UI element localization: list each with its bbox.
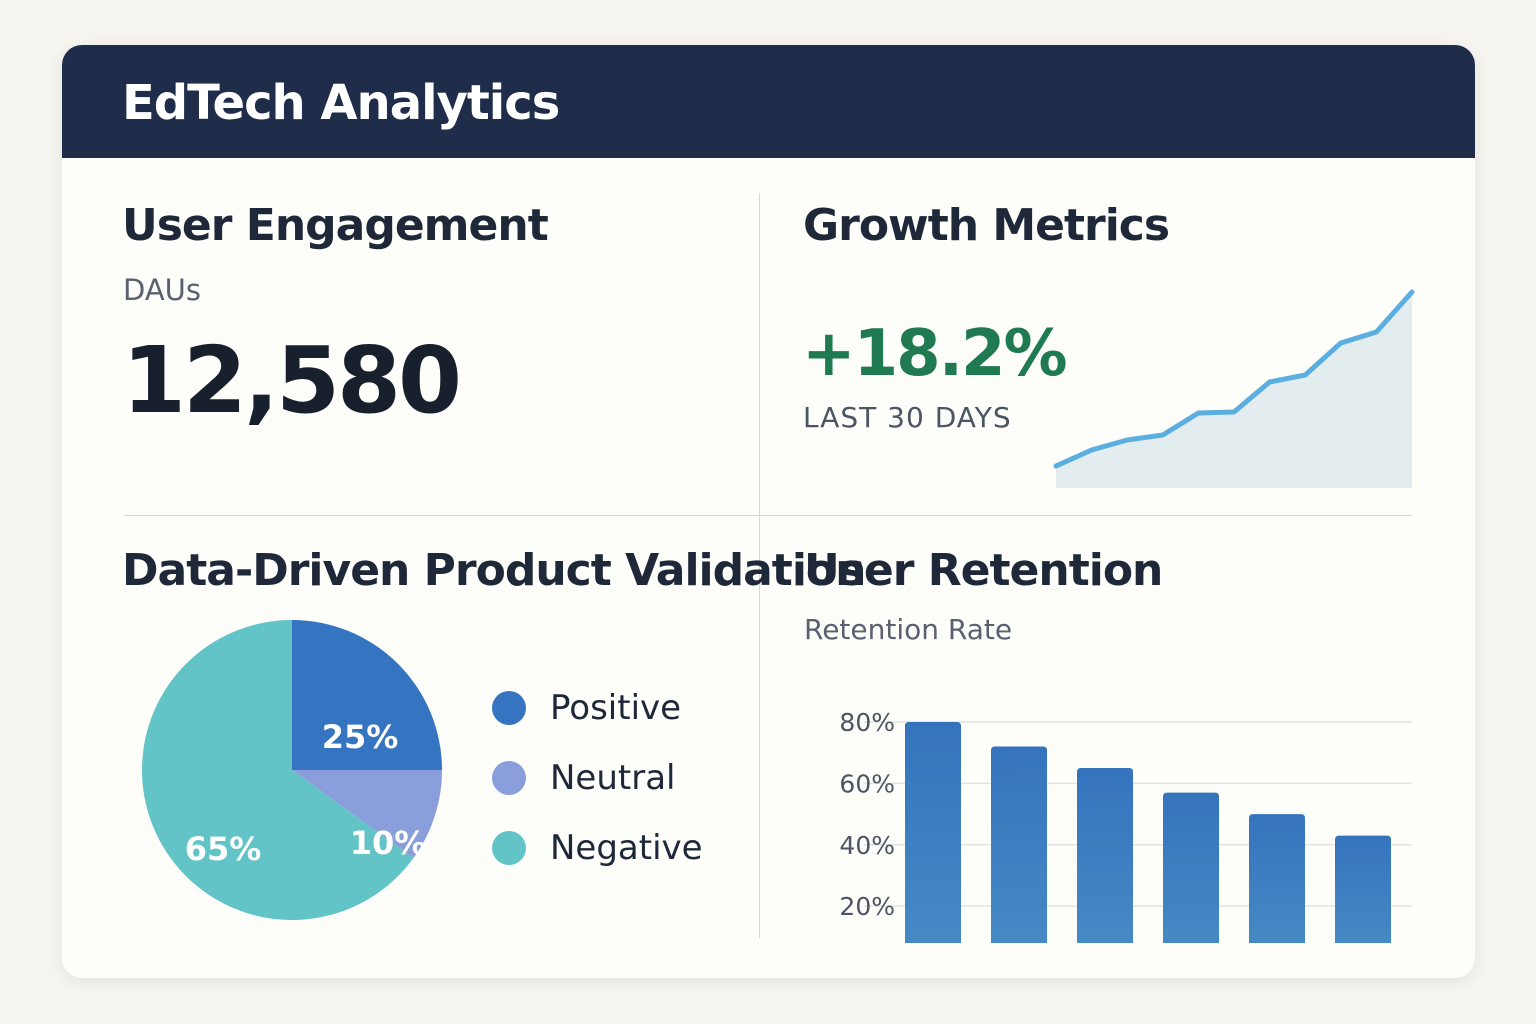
y-tick-label: 80% bbox=[839, 708, 895, 737]
dau-value: 12,580 bbox=[122, 327, 462, 434]
app-title: EdTech Analytics bbox=[122, 75, 560, 131]
validation-title: Data-Driven Product Validation bbox=[122, 545, 866, 596]
bar-1 bbox=[905, 722, 961, 943]
pie-slice-negative bbox=[141, 620, 414, 920]
legend-dot-icon bbox=[492, 831, 526, 865]
y-tick-label: 40% bbox=[839, 831, 895, 860]
pie-data-label: 25% bbox=[322, 718, 399, 756]
growth-chart: AprJulOctMar bbox=[1053, 289, 1415, 488]
dashboard-card: EdTech Analytics User Engagement DAUs 12… bbox=[62, 45, 1475, 978]
vertical-divider bbox=[759, 193, 760, 938]
pie-data-label: 10% bbox=[350, 824, 427, 862]
horizontal-divider bbox=[124, 515, 1412, 516]
pie-slice-positive bbox=[292, 620, 442, 770]
retention-title: User Retention bbox=[804, 545, 1163, 596]
y-tick-label: 20% bbox=[839, 892, 895, 921]
legend-positive: Positive bbox=[492, 673, 703, 743]
growth-change: +18.2% bbox=[802, 317, 1068, 391]
legend-dot-icon bbox=[492, 761, 526, 795]
engagement-title: User Engagement bbox=[122, 200, 549, 251]
pie-legend: Positive Neutral Negative bbox=[492, 673, 703, 883]
growth-line bbox=[1053, 289, 1415, 469]
pie-data-label: 65% bbox=[185, 830, 262, 868]
bar-4 bbox=[1163, 792, 1219, 943]
sentiment-pie-chart: 25% 10% 65% bbox=[141, 620, 442, 920]
legend-negative: Negative bbox=[492, 813, 703, 883]
bar-6 bbox=[1335, 835, 1391, 943]
legend-neutral: Neutral bbox=[492, 743, 703, 813]
legend-dot-icon bbox=[492, 691, 526, 725]
growth-period: LAST 30 DAYS bbox=[803, 401, 1012, 434]
growth-title: Growth Metrics bbox=[803, 200, 1170, 251]
retention-subtitle: Retention Rate bbox=[804, 613, 1013, 646]
bar-2 bbox=[991, 746, 1047, 943]
growth-area bbox=[1056, 292, 1412, 488]
y-tick-label: 60% bbox=[839, 769, 895, 798]
dau-label: DAUs bbox=[123, 273, 201, 307]
bar-5 bbox=[1249, 814, 1305, 943]
pie-slice-neutral bbox=[292, 770, 442, 859]
header: EdTech Analytics bbox=[62, 45, 1475, 158]
retention-bar-chart: 20%40%60%80%Week 1Week 2Week 3Week 4Week… bbox=[839, 708, 1412, 943]
bar-3 bbox=[1077, 768, 1133, 943]
